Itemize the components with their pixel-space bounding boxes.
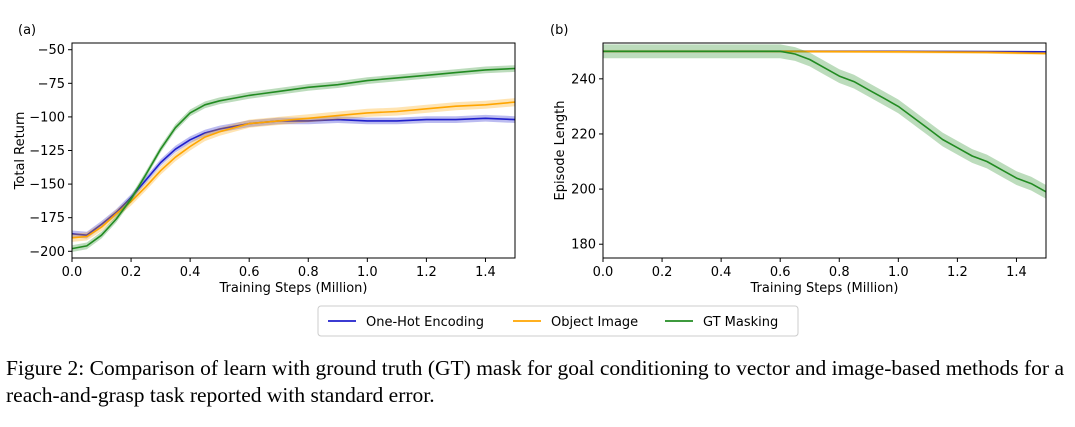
x-tick-label: 1.0 [888, 265, 909, 280]
x-axis-label: Training Steps (Million) [750, 281, 899, 296]
x-tick-label: 1.4 [475, 265, 496, 280]
y-tick-label: 220 [571, 127, 596, 142]
panel-a-chart: (a) 0.0 0.2 0.4 0.6 0.8 1.0 1.2 1.4 −200 −175 −150 −… [13, 23, 516, 296]
y-tick-label: 240 [571, 72, 596, 87]
series-band-one-hot-encoding [72, 114, 515, 239]
x-tick-label: 0.8 [829, 265, 850, 280]
series-band-gt-masking [72, 65, 515, 252]
series-line-one-hot-encoding [71, 117, 516, 236]
x-tick-label: 0.4 [180, 265, 201, 280]
legend-label-object-image: Object Image [551, 315, 638, 330]
x-tick-label: 0.4 [711, 265, 732, 280]
legend: One-Hot Encoding Object Image GT Masking [317, 305, 799, 337]
panel-b-chart: (b) 0.0 0.2 0.4 0.6 0.8 1.0 1.2 1.4 180 200 220 240 T… [550, 23, 1047, 296]
series-line-gt-masking [71, 67, 516, 250]
series-line-gt-masking [603, 50, 1047, 193]
y-axis-label: Total Return [13, 112, 28, 191]
y-tick-label: 180 [571, 238, 596, 253]
y-axis-label: Episode Length [553, 100, 568, 200]
y-tick-label: 200 [571, 183, 596, 198]
y-tick-label: −175 [29, 211, 65, 226]
y-tick-label: −200 [29, 245, 65, 260]
x-axis-label: Training Steps (Million) [219, 281, 368, 296]
legend-box [317, 305, 799, 337]
x-tick-label: 0.2 [652, 265, 673, 280]
x-tick-label: 0.0 [62, 265, 83, 280]
figure-caption: Figure 2: Comparison of learn with groun… [6, 356, 1064, 407]
y-tick-label: −50 [38, 43, 65, 58]
legend-label-one-hot-encoding: One-Hot Encoding [366, 315, 484, 330]
y-tick-label: −75 [38, 77, 65, 92]
y-tick-label: −100 [29, 110, 65, 125]
x-tick-label: 1.0 [357, 265, 378, 280]
plot-frame [602, 42, 1047, 259]
x-tick-label: 0.8 [298, 265, 319, 280]
y-tick-label: −125 [29, 144, 65, 159]
x-tick-label: 0.6 [770, 265, 791, 280]
legend-label-gt-masking: GT Masking [703, 315, 778, 330]
y-tick-label: −150 [29, 178, 65, 193]
panel-label: (b) [550, 23, 568, 38]
x-tick-label: 1.2 [947, 265, 968, 280]
x-tick-label: 0.0 [593, 265, 614, 280]
panel-label: (a) [18, 23, 36, 38]
figure: (a) 0.0 0.2 0.4 0.6 0.8 1.0 1.2 1.4 −200 −175 −150 −… [13, 23, 1047, 337]
x-tick-label: 0.2 [121, 265, 142, 280]
x-tick-label: 1.2 [416, 265, 437, 280]
x-tick-label: 0.6 [239, 265, 260, 280]
x-tick-label: 1.4 [1006, 265, 1027, 280]
